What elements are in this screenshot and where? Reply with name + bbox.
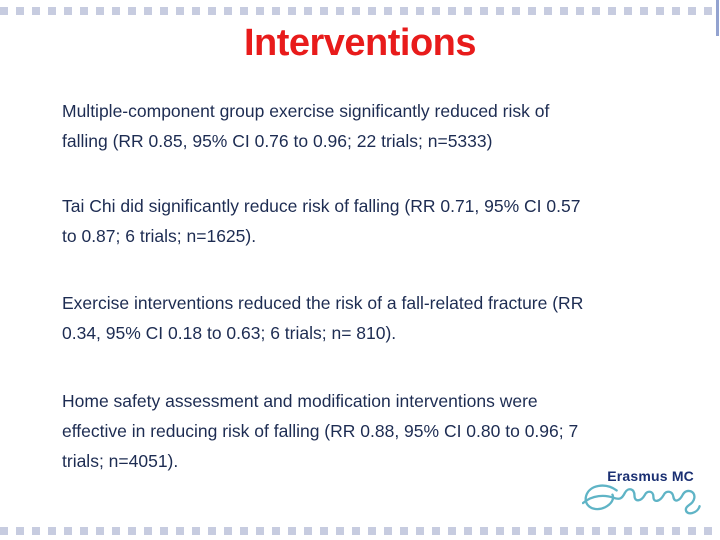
- paragraph-line: effective in reducing risk of falling (R…: [62, 421, 579, 441]
- paragraph-line: falling (RR 0.85, 95% CI 0.76 to 0.96; 2…: [62, 131, 493, 151]
- top-dashed-border: [0, 7, 720, 15]
- paragraph-line: trials; n=4051).: [62, 451, 179, 471]
- paragraph-line: Tai Chi did significantly reduce risk of…: [62, 196, 581, 216]
- erasmusmc-logo-text: Erasmus MC: [607, 468, 694, 484]
- paragraph-line: to 0.87; 6 trials; n=1625).: [62, 226, 257, 246]
- paragraph-exercise-fracture: Exercise interventions reduced the risk …: [62, 288, 674, 348]
- paragraph-line: Exercise interventions reduced the risk …: [62, 293, 584, 313]
- paragraph-tai-chi: Tai Chi did significantly reduce risk of…: [62, 191, 674, 251]
- paragraph-line: 0.34, 95% CI 0.18 to 0.63; 6 trials; n= …: [62, 323, 397, 343]
- paragraph-home-safety: Home safety assessment and modification …: [62, 386, 674, 476]
- slide-title: Interventions: [243, 22, 477, 64]
- erasmusmc-logo: Erasmus MC: [550, 466, 710, 524]
- paragraph-line: Multiple-component group exercise signif…: [62, 101, 550, 121]
- paragraph-line: Home safety assessment and modification …: [62, 391, 538, 411]
- paragraph-multiple-component: Multiple-component group exercise signif…: [62, 96, 674, 156]
- erasmus-signature-icon: [582, 484, 701, 515]
- bottom-dashed-border: [0, 527, 720, 535]
- right-edge-accent: [716, 0, 719, 36]
